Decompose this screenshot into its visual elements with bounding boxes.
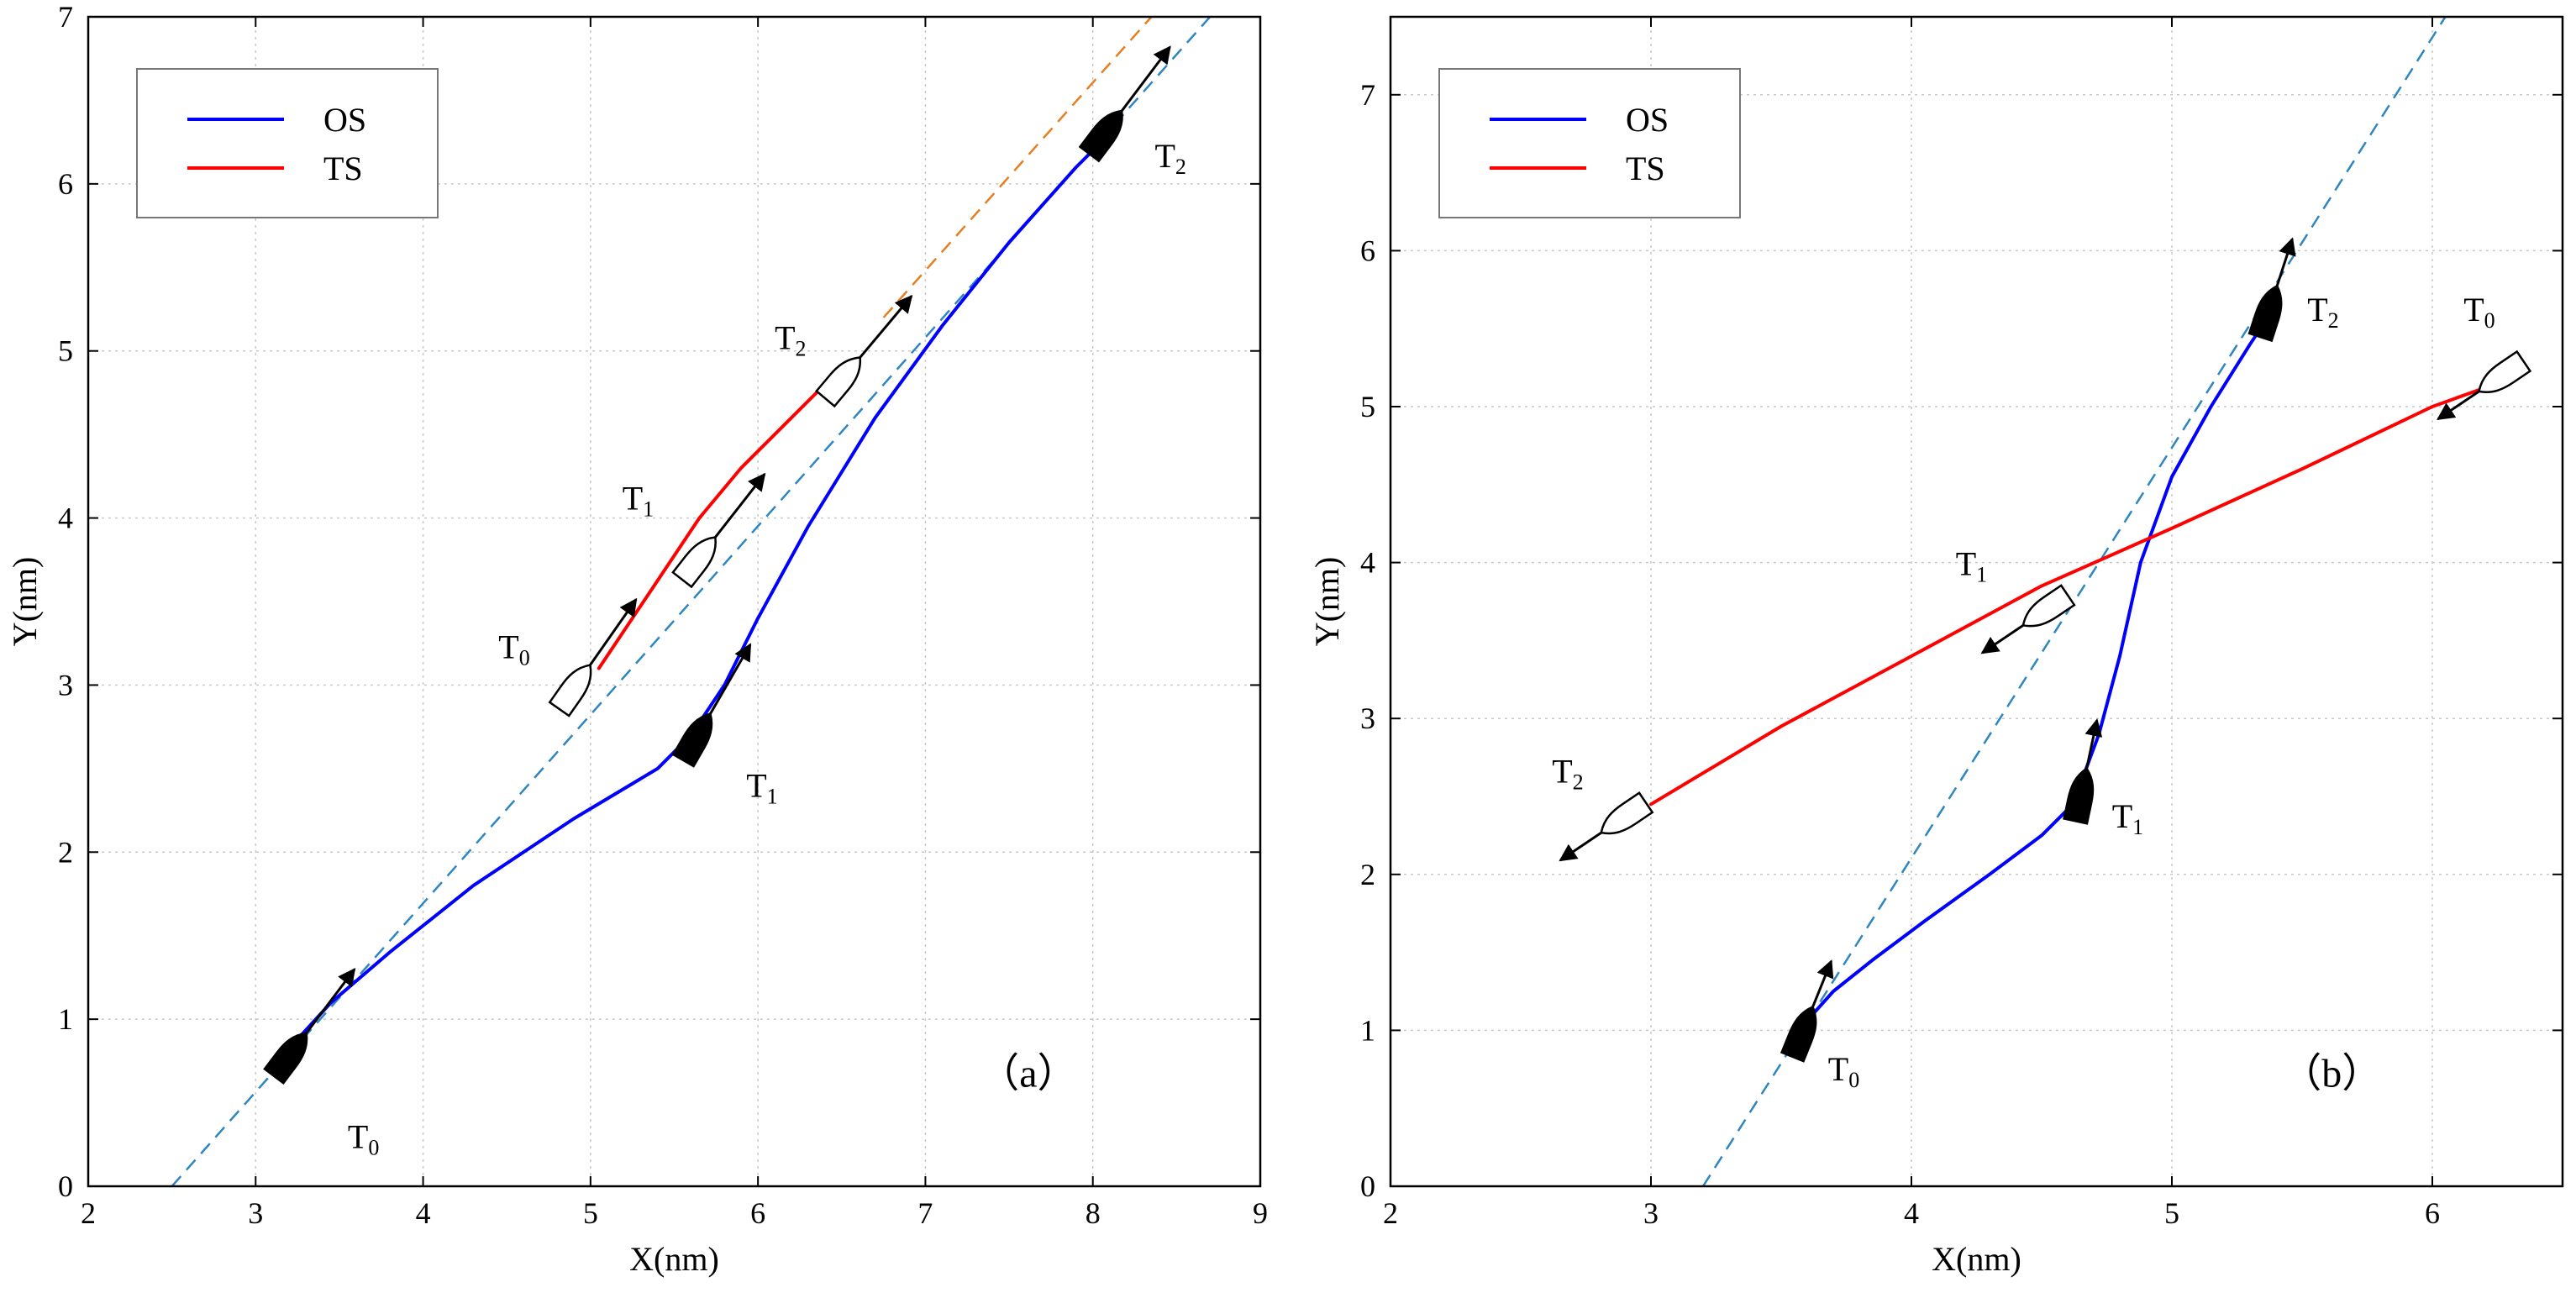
own-ship-icon <box>671 712 713 768</box>
ship-time-label: T2 <box>1552 752 1583 794</box>
legend-label-os: OS <box>1626 101 1669 139</box>
y-axis-title: Y(nm) <box>1308 557 1346 647</box>
ship-time-label: T0 <box>498 628 529 670</box>
own-ship-icon <box>1780 1005 1817 1063</box>
x-tick-label: 4 <box>1904 1196 1919 1230</box>
chart-panel-b: T0 T1 T2 T0 T1 T2 2 3 4 5 6 0 1 2 3 4 5 6 7 X(nm) Y(nm) OS TS （… <box>1308 15 2564 1278</box>
plot-frame <box>87 15 1262 1188</box>
target-ship-icon <box>815 356 862 408</box>
y-tick-label: 7 <box>58 0 73 34</box>
y-tick-label: 2 <box>1360 858 1375 891</box>
y-tick-label: 4 <box>1360 546 1375 580</box>
y-tick-label: 0 <box>1360 1169 1375 1203</box>
legend-label-os: OS <box>323 101 366 139</box>
x-tick-label: 2 <box>1383 1196 1398 1230</box>
plot-frame <box>1389 15 2564 1188</box>
x-tick-label: 2 <box>81 1196 96 1230</box>
x-axis-title: X(nm) <box>629 1240 719 1278</box>
x-tick-label: 7 <box>917 1196 933 1230</box>
series-line-ts <box>597 374 835 670</box>
ship-time-label: T2 <box>1154 137 1185 179</box>
x-tick-label: 6 <box>750 1196 765 1230</box>
ship-time-label: T2 <box>2307 291 2338 333</box>
ship-time-label: T1 <box>623 480 654 522</box>
target-ship-icon <box>1600 791 1654 835</box>
x-tick-label: 5 <box>2164 1196 2179 1230</box>
own-ship-icon <box>263 1032 308 1085</box>
reference-route-line <box>882 17 1153 318</box>
x-axis-title: X(nm) <box>1932 1240 2021 1278</box>
x-tick-label: 3 <box>1643 1196 1659 1230</box>
ship-time-label: T0 <box>348 1117 379 1159</box>
series-line-os <box>1811 311 2273 1017</box>
own-ship-icon <box>2063 767 2095 825</box>
series-line-ts <box>1649 381 2500 807</box>
ships: T0 T1 T2 T0 T1 T2 <box>263 45 1186 1159</box>
reference-route-line <box>1701 17 2447 1186</box>
axis-ticks: 2 3 4 5 6 0 1 2 3 4 5 6 7 <box>1360 17 2563 1230</box>
trajectories <box>1649 311 2500 1017</box>
ship-time-label: T1 <box>746 767 777 809</box>
ship-time-label: T0 <box>1828 1050 1859 1092</box>
x-tick-label: 3 <box>248 1196 263 1230</box>
y-tick-label: 5 <box>58 334 73 368</box>
y-tick-label: 3 <box>1360 702 1375 735</box>
y-tick-label: 4 <box>58 502 73 535</box>
reference-routes <box>1701 17 2447 1186</box>
ship-time-label: T0 <box>2463 291 2495 333</box>
y-tick-label: 1 <box>1360 1013 1375 1047</box>
y-tick-label: 7 <box>1360 78 1375 112</box>
own-ship-icon <box>2247 284 2283 343</box>
legend-label-ts: TS <box>1626 150 1665 187</box>
panel-label: （a） <box>979 1052 1077 1096</box>
y-tick-label: 3 <box>58 668 73 702</box>
ship-time-label: T2 <box>775 319 806 361</box>
x-tick-label: 9 <box>1253 1196 1268 1230</box>
series-line-os <box>296 123 1120 1041</box>
y-tick-label: 6 <box>58 167 73 201</box>
y-tick-label: 1 <box>58 1002 73 1036</box>
ships: T0 T1 T2 T0 T1 T2 <box>1552 237 2532 1092</box>
target-ship-icon <box>2021 584 2076 628</box>
y-tick-label: 0 <box>58 1169 73 1203</box>
legend: OS TS <box>1438 68 1741 218</box>
trajectories <box>296 123 1120 1041</box>
own-ship-icon <box>1078 109 1123 163</box>
y-tick-label: 5 <box>1360 390 1375 423</box>
y-axis-title: Y(nm) <box>6 557 44 647</box>
axis-ticks: 2 3 4 5 6 7 8 9 0 1 2 3 4 5 6 7 <box>58 0 1268 1230</box>
ship-time-label: T1 <box>2112 797 2143 839</box>
reference-routes <box>171 17 1212 1186</box>
target-ship-icon <box>671 536 717 589</box>
ship-time-label: T1 <box>1956 544 1987 586</box>
y-tick-label: 2 <box>58 835 73 869</box>
chart-panel-a: T0 T1 T2 T0 T1 T2 2 3 4 5 6 7 8 9 0 1 2 3 4 5 6 7 X(nm) Y(nm) OS… <box>6 0 1268 1278</box>
y-tick-label: 6 <box>1360 234 1375 267</box>
target-ship-icon <box>2478 349 2532 393</box>
x-tick-label: 5 <box>583 1196 598 1230</box>
x-tick-label: 8 <box>1086 1196 1101 1230</box>
legend-label-ts: TS <box>323 150 363 187</box>
panel-label: （b） <box>2281 1052 2382 1096</box>
legend-box <box>136 68 439 218</box>
x-tick-label: 4 <box>416 1196 431 1230</box>
legend: OS TS <box>136 68 439 218</box>
legend-box <box>1438 68 1741 218</box>
x-tick-label: 6 <box>2425 1196 2440 1230</box>
target-ship-icon <box>548 664 592 717</box>
